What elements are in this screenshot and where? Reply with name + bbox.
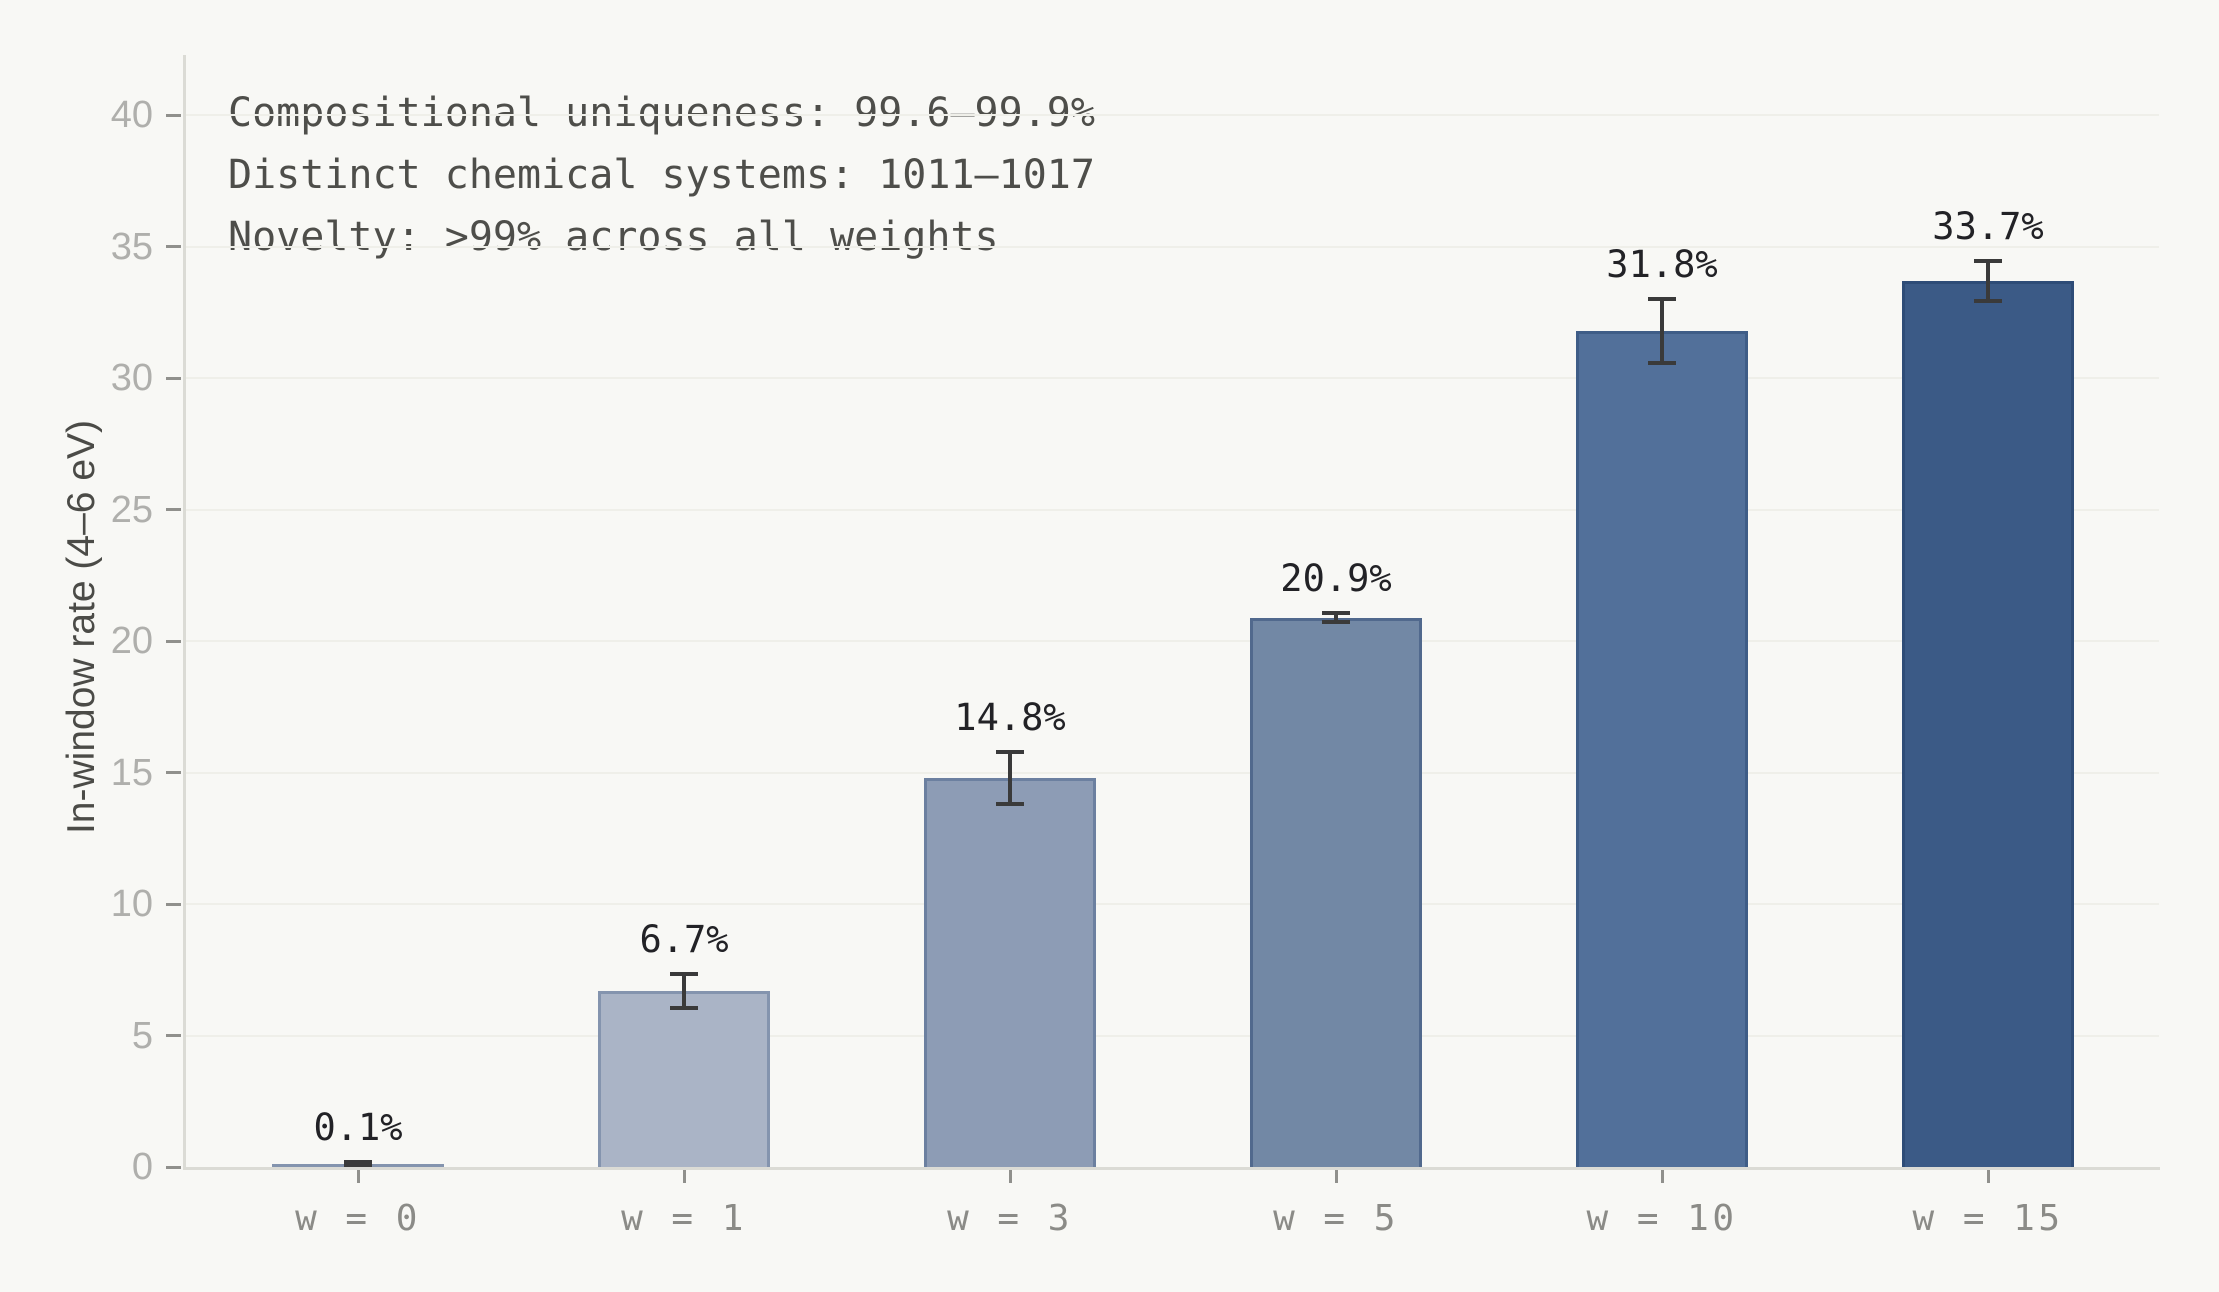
grid-line [184,377,2159,380]
y-tick-label: 5 [131,1014,153,1057]
grid-line [184,771,2159,774]
y-tick [166,113,181,117]
value-label: 6.7% [639,917,729,961]
annotation-block: Compositional uniqueness: 99.6–99.9% Dis… [228,82,1095,268]
y-tick [166,1165,181,1169]
x-tick [682,1170,686,1183]
x-tick-label: w = 1 [621,1198,747,1239]
bar [924,777,1096,1167]
error-bar [682,973,686,1008]
value-label: 14.8% [954,695,1066,739]
annotation-novelty: Novelty: >99% across all weights [228,214,999,260]
error-bar-cap-bottom [670,1005,698,1010]
x-tick-label: w = 15 [1912,1198,2064,1239]
error-bar [1334,612,1338,623]
bar [1902,281,2074,1167]
grid-line [184,114,2159,117]
y-tick [166,376,181,380]
y-tick [166,639,181,643]
x-axis-line [183,1167,2160,1170]
x-tick-label: w = 0 [295,1198,421,1239]
y-tick-label: 40 [110,94,153,137]
error-bar-cap-top [344,1160,372,1165]
bar [1576,331,1748,1167]
plot-area: 0.1% 6.7% 14.8% 20.9% 31.8% 33.7% 0 5 10 15 20 25 3… [111,55,2160,1239]
x-tick-label: w = 10 [1586,1198,1738,1239]
x-tick [1660,1170,1664,1183]
error-bar-cap-bottom [344,1164,372,1169]
y-axis-line [183,55,186,1167]
value-label: 20.9% [1280,556,1392,600]
y-tick-label: 35 [110,225,153,268]
y-tick [166,508,181,512]
error-bar [356,1162,360,1167]
error-bar-cap-top [1322,610,1350,615]
error-bar-cap-top [996,749,1024,754]
y-tick-label: 25 [110,488,153,531]
annotation-compositional-uniqueness: Compositional uniqueness: 99.6–99.9% [228,90,1095,136]
y-tick-label: 10 [110,883,153,926]
annotation-distinct-chemical-systems: Distinct chemical systems: 1011–1017 [228,152,1095,198]
error-bar-cap-top [670,971,698,976]
x-tick [356,1170,360,1183]
value-label: 0.1% [313,1106,403,1150]
error-bar-cap-bottom [996,802,1024,807]
y-tick-label: 30 [110,357,153,400]
error-bar-cap-bottom [1322,620,1350,625]
x-tick [1008,1170,1012,1183]
value-label: 33.7% [1932,205,2044,249]
x-tick-label: w = 3 [947,1198,1073,1239]
grid-line [184,245,2159,248]
grid-line [184,1034,2159,1037]
grid-line [184,903,2159,906]
value-label: 31.8% [1606,243,1718,287]
y-tick-label: 15 [110,751,153,794]
y-tick [166,245,181,249]
bar [1250,617,1422,1167]
error-bar [1986,261,1990,301]
error-bar [1660,299,1664,363]
x-tick-label: w = 5 [1273,1198,1399,1239]
y-tick-label: 20 [110,620,153,663]
error-bar-cap-bottom [1974,298,2002,303]
y-tick [166,902,181,906]
error-bar-cap-top [1974,259,2002,264]
grid-line [184,508,2159,511]
x-tick [1986,1170,1990,1183]
x-tick [1334,1170,1338,1183]
error-bar-cap-top [1648,297,1676,302]
y-tick [166,771,181,775]
grid-line [184,640,2159,643]
y-tick [166,1034,181,1038]
y-tick-label: 0 [131,1146,153,1188]
error-bar-cap-bottom [1648,360,1676,365]
error-bar [1008,751,1012,805]
bar [598,990,770,1167]
